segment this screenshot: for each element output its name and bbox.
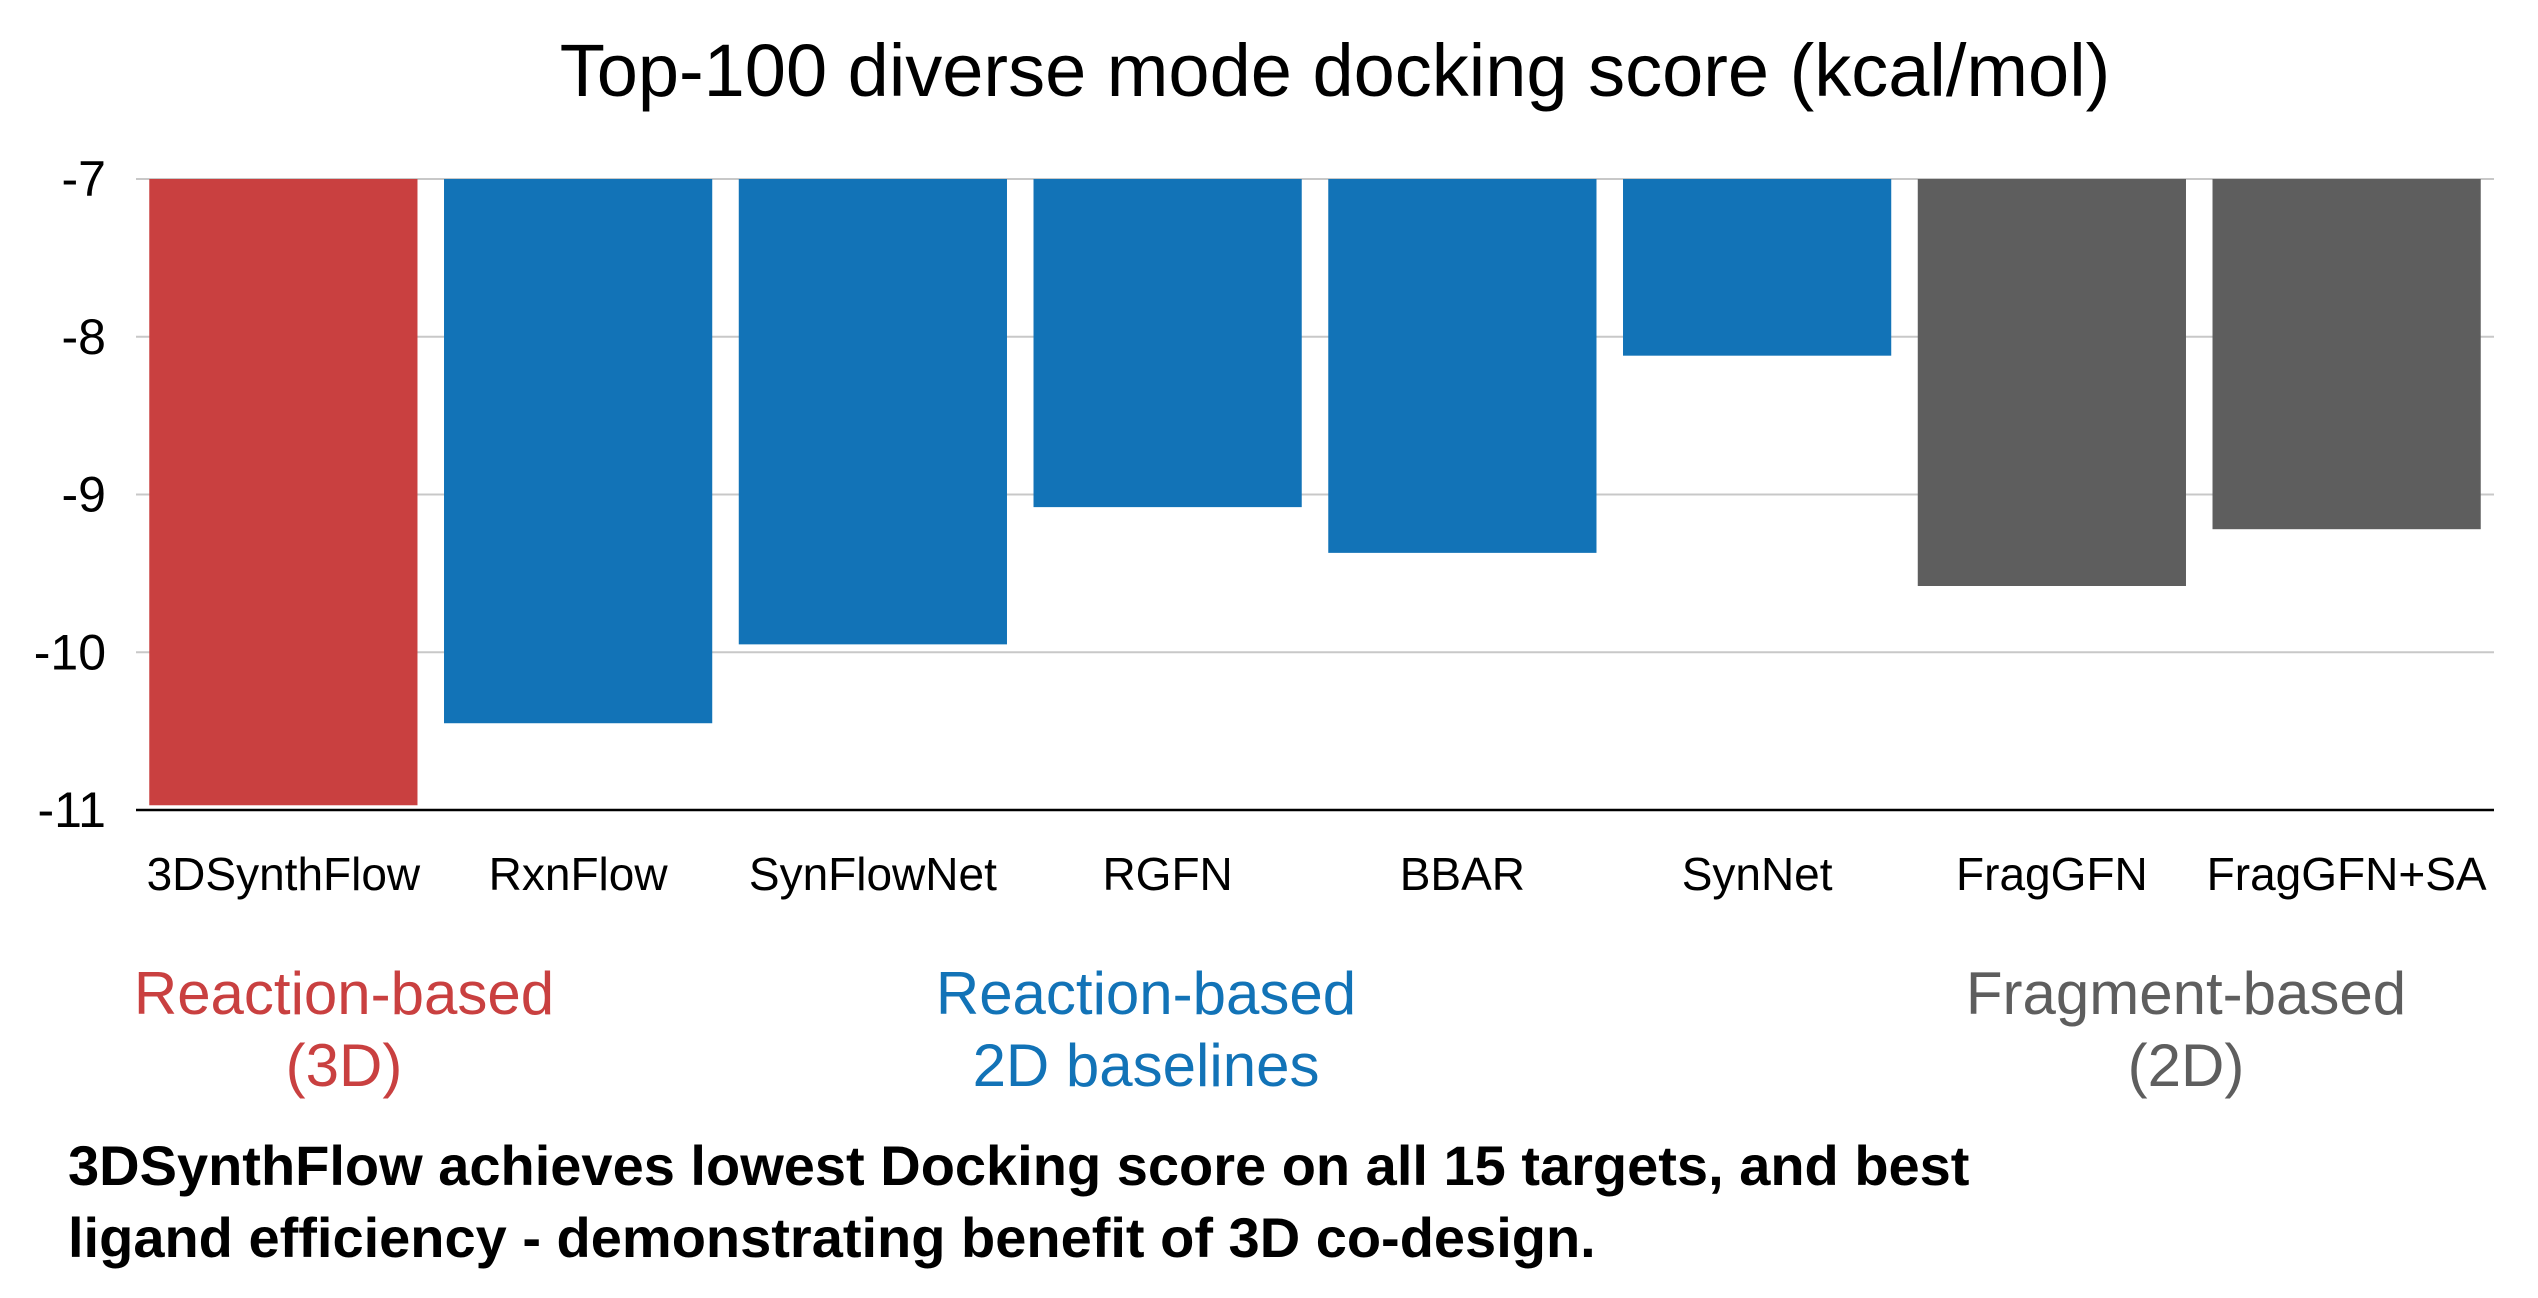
- group-label-reaction-3d: Reaction-based (3D): [44, 958, 644, 1102]
- y-tick-label: -8: [62, 309, 106, 365]
- group-label-line: (2D): [2127, 1032, 2245, 1099]
- y-tick-label: -11: [37, 782, 106, 838]
- bar-synflownet: [738, 179, 1007, 645]
- group-label-line: 2D baselines: [972, 1032, 1320, 1099]
- chart-title: Top-100 diverse mode docking score (kcal…: [560, 29, 2111, 112]
- bar-rgfn: [1033, 179, 1302, 508]
- bar-fraggfn-sa: [2212, 179, 2481, 530]
- x-tick-label: SynNet: [1682, 848, 1833, 900]
- caption: 3DSynthFlow achieves lowest Docking scor…: [68, 1130, 2488, 1274]
- caption-line-1: 3DSynthFlow achieves lowest Docking scor…: [68, 1134, 1970, 1197]
- y-tick-labels: -7 -8 -9 -10 -11: [34, 151, 106, 838]
- y-tick-label: -7: [62, 151, 106, 207]
- x-tick-label: SynFlowNet: [749, 848, 997, 900]
- caption-line-2: ligand efficiency - demonstrating benefi…: [68, 1206, 1596, 1269]
- group-label-fragment-2d: Fragment-based (2D): [1886, 958, 2486, 1102]
- x-tick-labels: 3DSynthFlow RxnFlow SynFlowNet RGFN BBAR SynN…: [147, 848, 2487, 900]
- bar-rxnflow: [444, 179, 713, 724]
- x-tick-label: BBAR: [1400, 848, 1525, 900]
- bars: [149, 179, 2481, 806]
- y-tick-label: -10: [34, 624, 106, 680]
- bar-bbar: [1328, 179, 1597, 553]
- x-tick-label: RGFN: [1102, 848, 1232, 900]
- group-label-line: Reaction-based: [133, 960, 555, 1027]
- bar-synnet: [1623, 179, 1892, 356]
- x-tick-label: FragGFN+SA: [2207, 848, 2487, 900]
- x-tick-label: FragGFN: [1956, 848, 2148, 900]
- group-label-line: (3D): [285, 1032, 403, 1099]
- bar-3dsynthflow: [149, 179, 418, 806]
- bar-fraggfn: [1917, 179, 2186, 586]
- group-label-line: Reaction-based: [935, 960, 1357, 1027]
- x-tick-label: 3DSynthFlow: [147, 848, 421, 900]
- y-tick-label: -9: [62, 467, 106, 523]
- group-label-reaction-2d-baselines: Reaction-based 2D baselines: [846, 958, 1446, 1102]
- group-label-line: Fragment-based: [1965, 960, 2407, 1027]
- x-tick-label: RxnFlow: [489, 848, 669, 900]
